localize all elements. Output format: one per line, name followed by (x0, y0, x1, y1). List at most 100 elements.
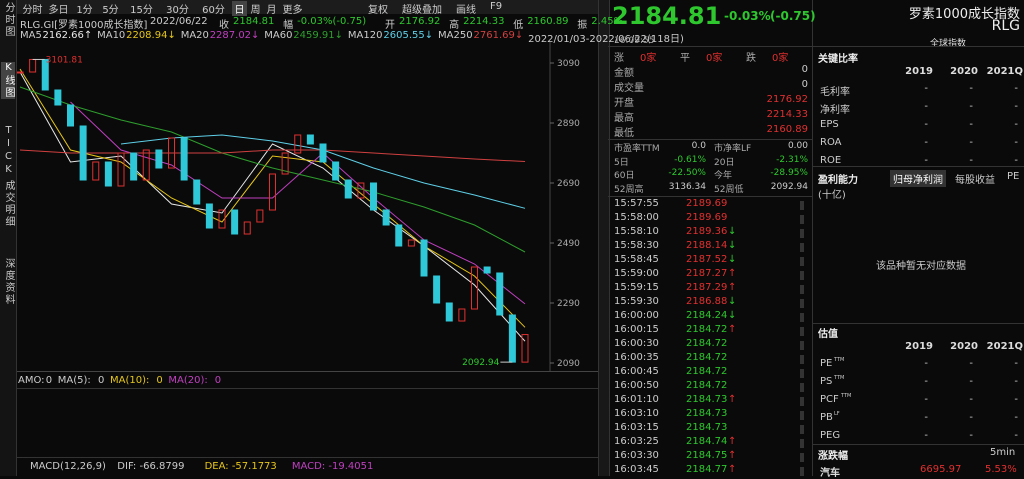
candle (294, 134, 302, 154)
tick-volume-bar (800, 355, 804, 364)
candle (407, 239, 415, 247)
row-value: - (969, 83, 973, 94)
profit-tab[interactable]: 每股收益 (955, 175, 995, 186)
stat-value: 3136.34 (668, 181, 706, 192)
row-value: - (924, 137, 928, 148)
amo-value: 0 (214, 375, 222, 386)
tick-arrow: ↑ (728, 464, 737, 475)
macd-item: DIF: -66.8799 (117, 461, 185, 472)
panel-sep (17, 457, 598, 458)
tool-button[interactable]: 画线 (456, 5, 476, 16)
period-tab[interactable]: 月 (266, 5, 277, 16)
stat-value: 0.00 (787, 141, 808, 151)
info-value: 2214.33 (463, 16, 505, 27)
candle (344, 179, 352, 199)
sector-value: 6695.97 (920, 464, 962, 475)
period-tab[interactable]: 60分 (202, 5, 225, 16)
candle (231, 209, 239, 235)
tick-volume-bar (800, 229, 804, 238)
tool-button[interactable]: F9 (490, 1, 503, 12)
y-tick-label: 2890 (557, 119, 580, 129)
row-value: - (1014, 83, 1018, 94)
stat-value: 2176.92 (766, 94, 808, 105)
tick-price: 2184.72 (686, 352, 728, 363)
amo-label: MA(20): (168, 375, 208, 386)
row-value: - (1014, 358, 1018, 369)
stat-label: 52周低 (714, 184, 744, 195)
period-tab[interactable]: 15分 (130, 5, 153, 16)
row-sup: LF (834, 411, 840, 417)
row-name: PB (820, 412, 833, 423)
stat-label: 20日 (714, 157, 735, 168)
tick-time: 16:03:10 (614, 408, 659, 419)
tick-volume-bar (800, 369, 804, 378)
tick-time: 16:00:35 (614, 352, 659, 363)
tool-button[interactable]: 复权 (368, 5, 388, 16)
stat-label: 市盈率TTM (614, 144, 660, 154)
period-tab[interactable]: 多日 (48, 5, 69, 16)
candle (29, 58, 37, 73)
profit-tab[interactable]: 归母净利润 (890, 170, 946, 187)
tick-volume-bar (800, 411, 804, 420)
candle (269, 173, 276, 211)
period-tab[interactable]: 周 (250, 5, 261, 16)
tick-arrow: ↓ (728, 240, 737, 251)
side-tab[interactable]: 分时图 (3, 2, 14, 38)
row-value: - (1014, 155, 1018, 166)
profit-tab[interactable]: PE (1007, 171, 1020, 182)
candle (17, 71, 24, 74)
sep (608, 139, 812, 140)
stat-value: -28.95% (770, 168, 808, 178)
row-value: - (969, 376, 973, 387)
info-label: RLG.GI[罗素1000成长指数] (20, 20, 148, 31)
period-button[interactable]: 5min (990, 447, 1016, 458)
candle (155, 149, 163, 169)
tick-volume-bar (800, 243, 804, 252)
tick-arrow: ↓ (728, 310, 737, 321)
period-tab[interactable]: 分时 (22, 5, 43, 16)
side-bg (0, 0, 17, 476)
period-tab[interactable]: 30分 (166, 5, 189, 16)
stat-value: 2160.89 (766, 124, 808, 135)
side-tab[interactable]: K线图 (1, 62, 15, 99)
period-tab[interactable]: 1分 (76, 5, 93, 16)
tool-button[interactable]: 超级叠加 (402, 5, 442, 16)
period-tab[interactable]: 5分 (102, 5, 119, 16)
row-name: PEG (820, 430, 841, 441)
info-label: 收 (219, 20, 229, 31)
side-tab[interactable]: 成交明细 (3, 180, 14, 228)
tick-arrow: ↑ (728, 394, 737, 405)
ma-line (19, 86, 526, 253)
macd-item: MACD: -19.4051 (291, 461, 374, 472)
tick-arrow: ↓ (728, 226, 737, 237)
candle (483, 266, 491, 274)
breadth-value: 0家 (706, 53, 723, 64)
tick-price: 2184.75 (686, 450, 728, 461)
row-name: 毛利率 (820, 87, 850, 98)
row-sup: TTM (834, 357, 845, 363)
side-tab[interactable]: 深度资料 (3, 258, 14, 306)
tick-arrow: ↑ (728, 450, 737, 461)
market[interactable]: 全球指数 (930, 39, 967, 49)
year: 2021Q (986, 66, 1023, 77)
ma-value: 2761.69↓ (473, 30, 524, 41)
ma-line (70, 101, 526, 305)
candle (382, 209, 390, 226)
period-tab[interactable]: 更多 (282, 5, 303, 16)
row-value: - (969, 412, 973, 423)
unit: (十亿) (818, 190, 846, 201)
ma-value: 2287.02↓ (209, 30, 260, 41)
period-tab[interactable]: 日 (232, 1, 247, 16)
empty: 该品种暂无对应数据 (876, 261, 966, 272)
info-label: 幅 (283, 20, 294, 31)
tick-arrow: ↑ (728, 436, 737, 447)
tick-volume-bar (800, 453, 804, 462)
tick-time: 16:03:30 (614, 450, 659, 461)
index-name: 罗素1000成长指数 (908, 7, 1020, 22)
side-tab[interactable]: TICK (3, 125, 14, 177)
candle (370, 182, 377, 211)
row-value: - (1014, 376, 1018, 387)
info-value: 2.45% (591, 16, 624, 27)
tick-time: 16:00:15 (614, 324, 659, 335)
row-name: PCF (820, 394, 839, 405)
